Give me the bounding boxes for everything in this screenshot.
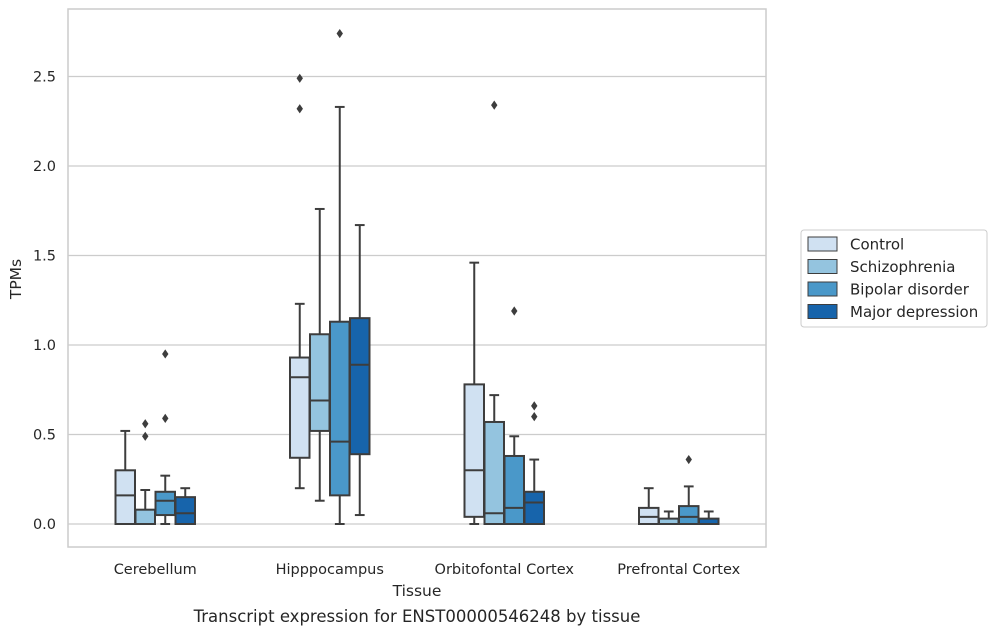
box-schizophrenia bbox=[134, 419, 156, 525]
outlier-point bbox=[531, 412, 538, 422]
outlier-point bbox=[162, 349, 169, 359]
legend-frame bbox=[800, 229, 988, 328]
legend-label: Bipolar disorder bbox=[850, 281, 970, 299]
box-body bbox=[678, 505, 700, 526]
box-layer bbox=[114, 28, 720, 526]
box-control bbox=[463, 261, 485, 525]
legend-label: Control bbox=[850, 236, 904, 254]
legend-label: Major depression bbox=[850, 303, 978, 321]
box-major-depression bbox=[174, 487, 196, 525]
chart-caption: Transcript expression for ENST0000054624… bbox=[193, 607, 641, 626]
box-body bbox=[174, 496, 196, 525]
box-control bbox=[638, 487, 660, 526]
outlier-point bbox=[142, 419, 149, 429]
box-body bbox=[114, 469, 136, 525]
legend: Control Schizophrenia Bipolar disorder Majo… bbox=[800, 229, 988, 328]
box-body bbox=[503, 454, 525, 526]
box-bipolar-disorder bbox=[503, 306, 525, 526]
box-major-depression bbox=[523, 401, 545, 525]
box-major-depression bbox=[349, 224, 371, 517]
box-body bbox=[289, 356, 311, 459]
y-tick-label: 2.0 bbox=[33, 159, 56, 175]
box-body bbox=[154, 490, 176, 517]
outlier-point bbox=[296, 104, 303, 114]
legend-swatch bbox=[807, 259, 838, 274]
box-body bbox=[309, 333, 331, 432]
box-body bbox=[134, 508, 156, 525]
y-tick-label: 1.0 bbox=[33, 338, 56, 354]
box-body bbox=[349, 317, 371, 456]
axis-layer: 0.0 0.5 1.0 1.5 2.0 2.5 Cerebellum Hipppocampus… bbox=[33, 8, 767, 578]
outlier-point bbox=[296, 73, 303, 83]
box-body bbox=[463, 383, 485, 518]
box-schizophrenia bbox=[658, 510, 680, 526]
outlier-point bbox=[491, 100, 498, 110]
box-bipolar-disorder bbox=[154, 349, 176, 525]
y-tick-label: 1.5 bbox=[33, 249, 56, 265]
x-tick-label: Cerebellum bbox=[114, 562, 197, 578]
box-schizophrenia bbox=[309, 207, 331, 502]
x-tick-label: Hipppocampus bbox=[276, 562, 384, 578]
box-bipolar-disorder bbox=[678, 454, 700, 526]
box-body bbox=[483, 420, 505, 525]
box-control bbox=[289, 73, 311, 490]
x-tick-label: Orbitofontal Cortex bbox=[435, 562, 575, 578]
outlier-point bbox=[142, 431, 149, 441]
outlier-point bbox=[685, 454, 692, 465]
legend-swatch bbox=[807, 281, 838, 297]
outlier-point bbox=[531, 401, 538, 411]
grid-layer bbox=[68, 75, 766, 525]
box-body bbox=[523, 490, 545, 525]
plot-frame bbox=[67, 8, 767, 548]
box-schizophrenia bbox=[483, 100, 505, 525]
legend-swatch bbox=[807, 304, 838, 319]
y-tick-label: 0.5 bbox=[33, 428, 56, 444]
legend-swatch bbox=[807, 236, 838, 252]
box-body bbox=[329, 320, 351, 497]
box-control bbox=[114, 429, 136, 525]
legend-label: Schizophrenia bbox=[850, 258, 955, 276]
outlier-point bbox=[336, 28, 343, 39]
outlier-point bbox=[162, 413, 169, 423]
box-major-depression bbox=[698, 510, 720, 526]
outlier-point bbox=[511, 306, 518, 316]
y-axis-title: TPMs bbox=[7, 259, 25, 300]
x-tick-label: Prefrontal Cortex bbox=[617, 562, 740, 578]
y-tick-label: 0.0 bbox=[33, 517, 56, 533]
box-bipolar-disorder bbox=[329, 28, 351, 525]
x-axis-title: Tissue bbox=[392, 582, 442, 600]
y-tick-label: 2.5 bbox=[33, 70, 56, 86]
